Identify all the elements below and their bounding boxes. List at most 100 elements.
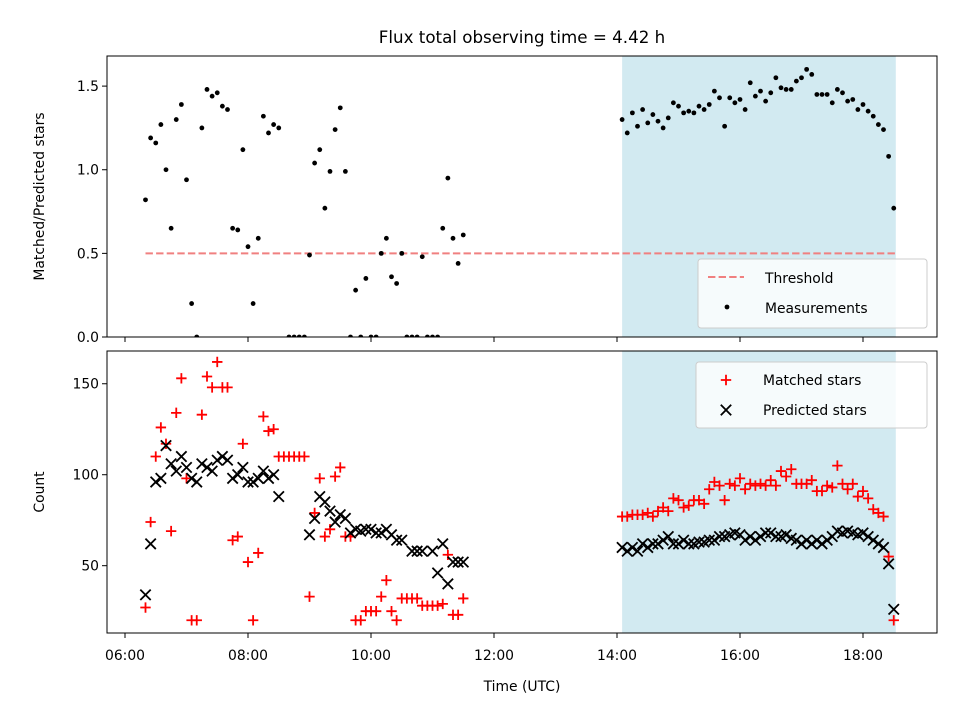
- measurement-point: [286, 334, 292, 337]
- measurement-point: [670, 100, 676, 106]
- measurement-point: [225, 107, 230, 112]
- measurement-point: [337, 105, 343, 111]
- legend-predicted-swatch: [720, 404, 732, 416]
- measurement-point: [660, 125, 666, 131]
- predicted-star-point: [406, 545, 418, 557]
- predicted-star-point: [821, 534, 833, 547]
- predicted-star-point: [175, 450, 188, 463]
- x-tick-label: 18:00: [843, 648, 883, 664]
- predicted-star-point: [693, 536, 705, 548]
- matched-star-point: [237, 438, 249, 449]
- measurement-point: [194, 334, 200, 337]
- matched-star-point: [750, 480, 761, 491]
- predicted-star-point: [805, 538, 818, 550]
- predicted-star-point: [862, 530, 874, 543]
- matched-star-point: [637, 509, 648, 520]
- measurement-point: [711, 88, 717, 94]
- matched-star-point: [370, 605, 382, 617]
- legend-predicted-label: Predicted stars: [763, 403, 867, 419]
- measurement-point: [758, 88, 763, 94]
- measurement-point: [322, 205, 328, 211]
- matched-star-point: [837, 478, 848, 490]
- predicted-star-point: [180, 461, 193, 474]
- matched-star-point: [663, 505, 674, 517]
- measurement-point: [752, 93, 758, 99]
- predicted-star-point: [452, 556, 464, 568]
- matched-star-point: [160, 438, 172, 449]
- predicted-star-point: [252, 472, 265, 485]
- measurement-point: [353, 287, 359, 293]
- matched-star-point: [698, 498, 710, 510]
- measurement-point: [332, 127, 338, 132]
- predicted-star-point: [447, 556, 459, 568]
- matched-star-point: [181, 473, 192, 484]
- matched-star-point: [852, 491, 864, 502]
- predicted-star-point: [672, 538, 685, 550]
- predicted-star-point: [780, 528, 792, 541]
- measurement-point: [460, 232, 466, 238]
- predicted-star-point: [749, 534, 762, 547]
- measurement-point: [676, 103, 681, 109]
- predicted-star-point: [165, 457, 177, 470]
- matched-star-point: [755, 478, 766, 490]
- matched-star-point: [319, 531, 331, 542]
- matched-star-point: [150, 451, 161, 462]
- predicted-star-point: [662, 530, 675, 543]
- y-tick-label: 0.0: [77, 330, 99, 346]
- x-tick-label: 08:00: [228, 648, 268, 664]
- legend-threshold-label: Threshold: [764, 271, 833, 287]
- measurement-point: [455, 261, 461, 266]
- predicted-star-point: [160, 439, 172, 452]
- predicted-star-point: [231, 468, 244, 481]
- measurement-point: [158, 122, 164, 127]
- matched-star-point: [304, 591, 315, 602]
- x-tick-label: 16:00: [720, 648, 760, 664]
- measurement-point: [327, 169, 333, 174]
- measurement-point: [768, 90, 774, 96]
- matched-star-point: [335, 462, 346, 473]
- measurement-point: [793, 78, 799, 84]
- predicted-star-point: [431, 567, 444, 579]
- measurement-point: [240, 147, 246, 153]
- legend-matched-label: Matched stars: [763, 373, 861, 389]
- matched-star-point: [442, 549, 454, 560]
- measurement-point: [624, 130, 630, 136]
- predicted-star-point: [411, 545, 423, 557]
- matched-star-point: [883, 551, 894, 562]
- matched-star-point: [263, 425, 274, 437]
- predicted-star-point: [764, 527, 777, 539]
- measurement-point: [799, 75, 804, 81]
- measurement-point: [435, 334, 441, 337]
- predicted-star-point: [144, 538, 157, 550]
- matched-star-point: [729, 480, 741, 491]
- predicted-star-point: [206, 465, 218, 477]
- predicted-star-point: [816, 538, 828, 550]
- predicted-star-point: [739, 534, 751, 547]
- predicted-star-point: [887, 603, 900, 616]
- matched-star-point: [432, 600, 443, 611]
- measurement-point: [184, 177, 189, 183]
- measurement-point: [368, 334, 374, 337]
- predicted-star-point: [442, 578, 454, 590]
- measurement-point: [307, 252, 312, 258]
- predicted-star-point: [647, 538, 659, 550]
- predicted-star-point: [436, 538, 449, 550]
- predicted-star-point: [457, 556, 470, 568]
- axes-frame: [106, 350, 938, 634]
- predicted-star-point: [155, 472, 167, 485]
- matched-star-point: [437, 598, 448, 610]
- matched-star-point: [232, 531, 243, 542]
- matched-star-point: [760, 480, 771, 491]
- measurement-point: [199, 125, 205, 131]
- matched-star-point: [376, 591, 387, 602]
- measurement-point: [717, 95, 722, 101]
- matched-star-point: [724, 478, 735, 490]
- matched-star-point: [201, 371, 213, 382]
- measurement-point: [640, 107, 646, 112]
- predicted-star-point: [303, 528, 316, 541]
- matched-star-point: [765, 474, 776, 486]
- matched-star-point: [847, 478, 858, 490]
- measurement-point: [373, 334, 379, 337]
- measurement-point: [696, 103, 702, 109]
